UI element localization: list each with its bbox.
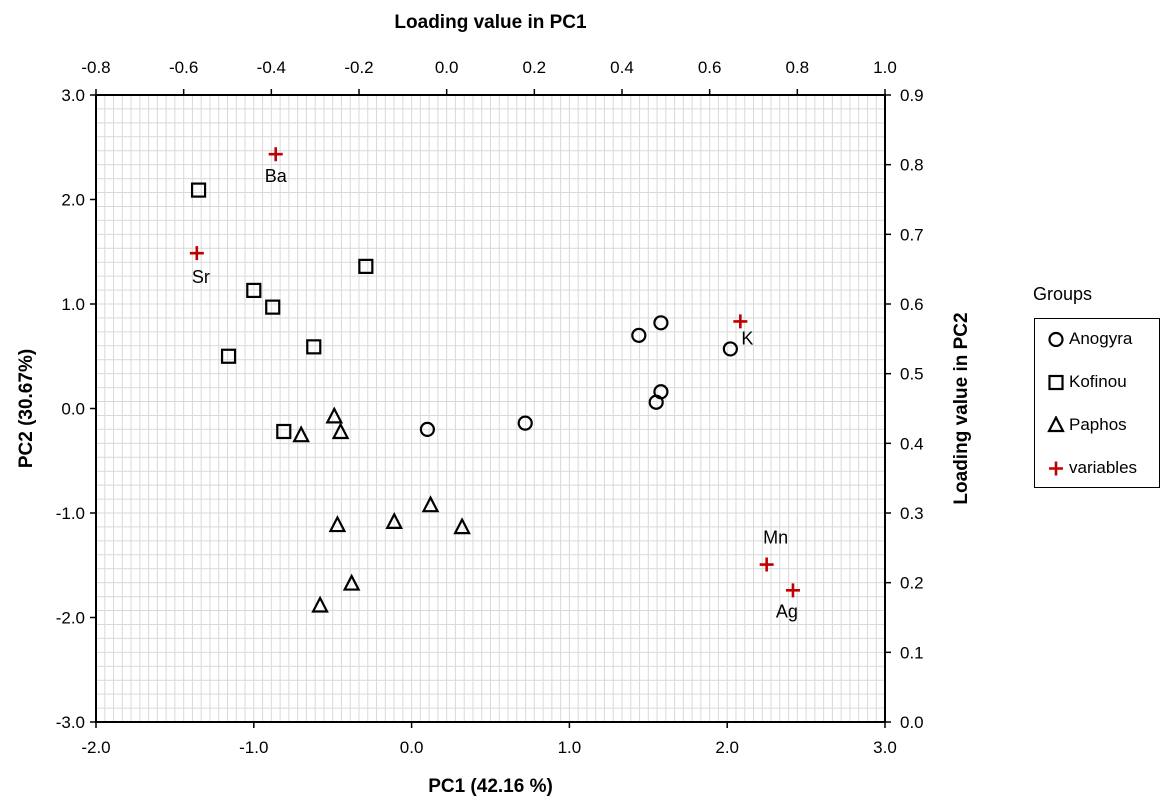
x2-tick-label: 0.6 [698,58,722,77]
y-tick-label: 0.0 [61,400,85,419]
x2-tick-label: -0.2 [344,58,373,77]
x-axis-title: PC1 (42.16 %) [428,776,553,797]
legend-item-variables: variables [1047,457,1137,479]
legend-marker [1047,416,1065,433]
legend-title: Groups [1033,284,1093,304]
y2-tick-label: 0.2 [900,574,924,593]
legend: Anogyra Kofinou Paphos variables [1034,318,1160,488]
x2-tick-label: -0.4 [257,58,286,77]
triangle-point [292,425,310,443]
square-point [220,348,237,364]
plus-icon [1049,461,1063,476]
legend-label: Paphos [1069,415,1127,434]
y2-tick-label: 0.6 [900,295,924,314]
y-tick-label: -3.0 [56,713,85,732]
triangle-point [331,422,350,440]
circle-point [631,327,647,343]
x-tick-label: 0.0 [400,738,424,757]
triangle-icon [1047,416,1065,433]
x2-tick-label: 0.8 [786,58,810,77]
y2-tick-label: 0.7 [900,225,924,244]
plus-point [785,583,800,598]
y-tick-label: 2.0 [61,191,85,210]
series-paphos [292,406,471,613]
right-axis-title: Loading value in PC2 [951,312,972,504]
legend-marker [1048,331,1064,348]
y-tick-label: -2.0 [56,609,85,628]
square-point [276,423,292,440]
x2-tick-label: -0.8 [81,58,110,77]
y-tick-label: 1.0 [61,295,85,314]
y2-tick-label: 0.5 [900,365,924,384]
y-axis-title: PC2 (30.67%) [16,349,37,468]
triangle-point [421,495,440,513]
series-variables: Ba Sr K Mn Ag [189,147,800,621]
variable-label: K [741,328,753,348]
triangle-point [453,517,471,535]
square-point [265,299,281,315]
y2-tick-label: 0.4 [900,434,924,453]
square-point [190,182,207,198]
square-point [246,282,262,299]
legend-label: Anogyra [1069,329,1133,348]
x2-tick-label: 0.2 [523,58,547,77]
variable-label: Mn [763,528,788,548]
square-point [358,258,374,274]
triangle-point [385,512,404,530]
y2-tick-label: 0.0 [900,713,924,732]
x2-tick-label: -0.6 [169,58,198,77]
series-anogyra [419,315,738,437]
y2-tick-label: 0.3 [900,504,924,523]
triangle-point [328,515,347,533]
y2-tick-label: 0.1 [900,643,924,662]
grid-lines [95,94,886,723]
legend-label: Kofinou [1069,372,1127,391]
legend-item-paphos: Paphos [1047,414,1127,436]
y2-tick-label: 0.9 [900,86,924,105]
series-kofinou [190,182,374,440]
variable-label: Ba [265,166,288,186]
legend-marker [1049,461,1063,476]
y-tick-label: -1.0 [56,504,85,523]
x-tick-label: 2.0 [715,738,739,757]
circle-point [648,394,664,410]
top-axis-title: Loading value in PC1 [394,12,587,33]
x2-tick-label: 0.4 [610,58,634,77]
circle-point [722,341,738,357]
variable-label: Sr [192,267,210,287]
plus-point [733,314,748,329]
square-icon [1048,374,1064,391]
variable-label: Ag [776,601,798,621]
plus-point [189,246,204,261]
circle-point [419,421,435,437]
y-tick-label: 3.0 [61,86,85,105]
legend-label: variables [1069,458,1138,477]
axis-ticks: -2.0 -1.0 0.0 1.0 2.0 3.0 3.0 2.0 1.0 0.0 -1.0 -2.0… [56,58,924,757]
circle-point [653,315,669,331]
plus-point [268,147,283,162]
legend-item-anogyra: Anogyra [1047,328,1132,350]
x2-tick-label: 0.0 [435,58,459,77]
legend-marker [1048,374,1064,391]
data-points: Ba Sr K Mn Ag [189,147,800,621]
x-tick-label: 3.0 [873,738,897,757]
x-tick-label: -1.0 [239,738,268,757]
x-tick-label: -2.0 [81,738,110,757]
circle-point [517,415,533,431]
y2-tick-label: 0.8 [900,156,924,175]
x2-tick-label: 1.0 [873,58,897,77]
square-point [306,339,322,355]
x-tick-label: 1.0 [558,738,582,757]
circle-icon [1048,331,1064,348]
triangle-point [325,406,344,424]
plus-point [759,557,774,572]
triangle-point [311,595,329,613]
triangle-point [342,573,361,591]
legend-item-kofinou: Kofinou [1047,371,1127,393]
